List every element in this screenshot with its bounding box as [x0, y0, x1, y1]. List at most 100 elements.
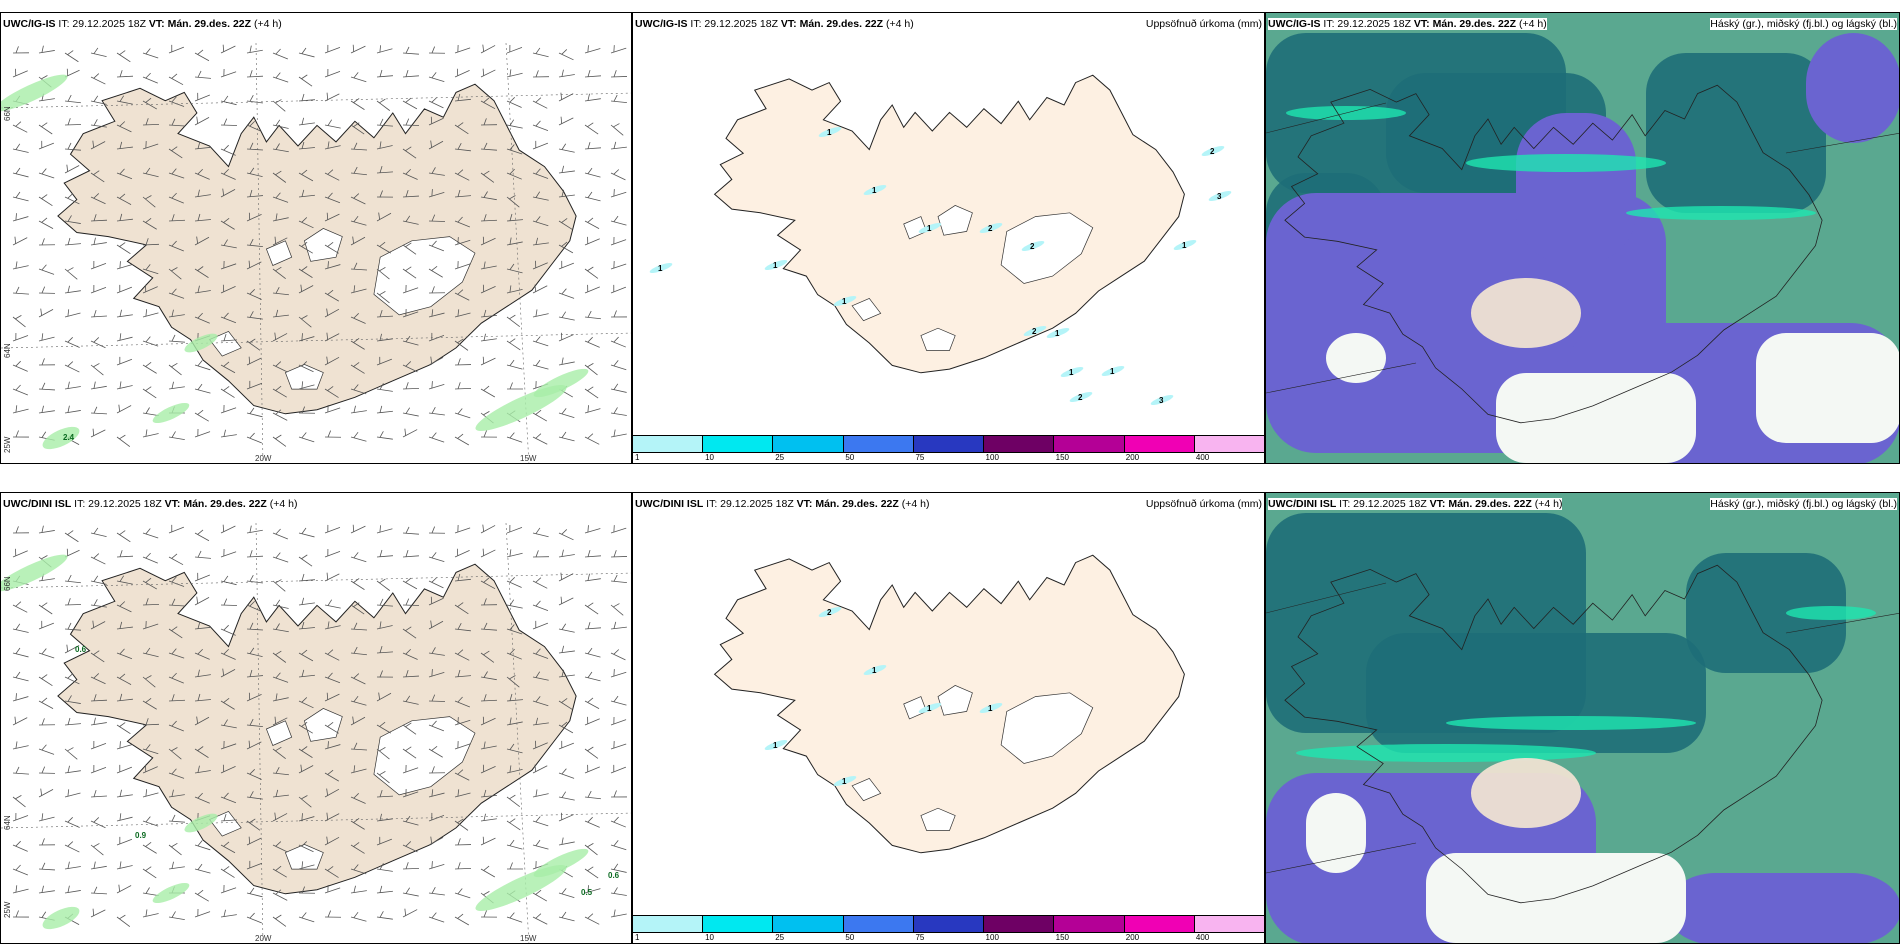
- wind-barb: [142, 286, 158, 294]
- wind-barb: [12, 70, 28, 78]
- wind-barb: [223, 218, 230, 223]
- wind-barb: [301, 217, 308, 223]
- wind-barb: [41, 431, 47, 438]
- wind-barb: [327, 672, 333, 679]
- wind-barb: [584, 766, 600, 774]
- wind-barb: [610, 743, 627, 750]
- wind-barb: [145, 217, 152, 223]
- wind-barb: [454, 239, 471, 246]
- wind-barb: [197, 213, 201, 221]
- wind-barb: [66, 644, 69, 652]
- wind-barb: [145, 675, 152, 680]
- precip-patch: [1023, 326, 1047, 336]
- wind-barb: [116, 100, 133, 105]
- wind-barb: [454, 700, 470, 708]
- wind-barb: [119, 789, 122, 797]
- wind-barb: [587, 549, 591, 557]
- wind-barb: [532, 262, 548, 270]
- wind-barb: [584, 676, 601, 682]
- wind-barb: [119, 722, 126, 727]
- wind-barb: [41, 648, 47, 655]
- wind-barb: [275, 213, 278, 221]
- wind-barb: [532, 765, 548, 774]
- wind-barb: [350, 716, 366, 726]
- wind-barb: [428, 436, 445, 443]
- wind-barb: [613, 383, 619, 390]
- wind-barb: [405, 382, 409, 390]
- wind-barb: [561, 669, 565, 677]
- wind-barb: [64, 410, 81, 414]
- wind-barb: [431, 789, 434, 797]
- wind-barb: [194, 674, 211, 678]
- wind-barb: [509, 168, 515, 175]
- graticule: [1266, 362, 1417, 394]
- wind-barb: [194, 844, 211, 851]
- wind-barb: [93, 363, 100, 368]
- wind-barb: [610, 652, 626, 661]
- precip-streak: [533, 368, 589, 398]
- wind-barb: [145, 909, 148, 917]
- wind-barb: [38, 268, 55, 275]
- precip-value: 1: [773, 741, 778, 750]
- wind-barb: [326, 332, 329, 340]
- wind-barb: [145, 48, 151, 55]
- wind-barb: [350, 525, 366, 534]
- wind-barb: [610, 556, 628, 558]
- wind-barb: [275, 119, 281, 126]
- wind-barb: [194, 316, 210, 324]
- wind-barb: [116, 766, 133, 774]
- wind-barb: [506, 172, 522, 180]
- wind-barb: [249, 432, 255, 439]
- wind-barb: [90, 652, 105, 663]
- wind-barb: [350, 236, 366, 246]
- graticule: [1266, 582, 1387, 614]
- wind-barb: [587, 621, 591, 629]
- wind-barb: [532, 604, 549, 612]
- wind-barb: [15, 384, 21, 391]
- wind-barb: [613, 909, 616, 917]
- graticule: [1266, 102, 1387, 134]
- wind-barb: [116, 244, 131, 255]
- wind-barb: [223, 575, 229, 582]
- wind-barb: [142, 556, 158, 564]
- wind-barb: [353, 578, 360, 583]
- wind-barb: [301, 74, 308, 80]
- wind-barb: [405, 862, 409, 870]
- wind-barb: [168, 219, 186, 222]
- wind-barb: [301, 697, 308, 703]
- wind-barb: [197, 383, 203, 391]
- wind-barb: [67, 381, 70, 389]
- wind-barb: [116, 604, 132, 613]
- wind-barb: [38, 700, 54, 709]
- wind-barb: [353, 842, 360, 847]
- colorbar-tick-label: 50: [845, 453, 855, 462]
- wind-barb: [480, 837, 496, 846]
- wind-barb: [197, 889, 204, 895]
- wind-barb: [93, 694, 97, 701]
- wind-barb: [301, 795, 308, 800]
- wind-barb: [142, 532, 159, 539]
- colorbar-segment: [843, 436, 914, 452]
- wind-barb: [405, 841, 412, 847]
- wind-barb: [142, 652, 159, 658]
- wind-barb: [480, 549, 496, 558]
- wind-barb: [457, 769, 464, 775]
- wind-barb: [168, 844, 182, 856]
- wind-barb: [246, 292, 262, 300]
- precip-patch: [833, 776, 857, 786]
- wind-barb: [506, 268, 523, 274]
- wind-barb: [506, 527, 523, 534]
- wind-barb: [119, 193, 126, 199]
- wind-barb: [301, 621, 305, 629]
- wind-barb: [483, 118, 487, 126]
- wind-barb: [194, 892, 209, 902]
- wind-barb: [405, 887, 411, 894]
- graticule: [1, 572, 631, 589]
- wind-barb: [249, 575, 254, 582]
- wind-barb: [64, 792, 81, 798]
- wind-barb: [197, 141, 201, 149]
- wind-barb: [145, 887, 150, 894]
- wind-barb: [38, 816, 55, 822]
- wind-barb: [353, 72, 359, 79]
- wind-barb: [353, 193, 360, 199]
